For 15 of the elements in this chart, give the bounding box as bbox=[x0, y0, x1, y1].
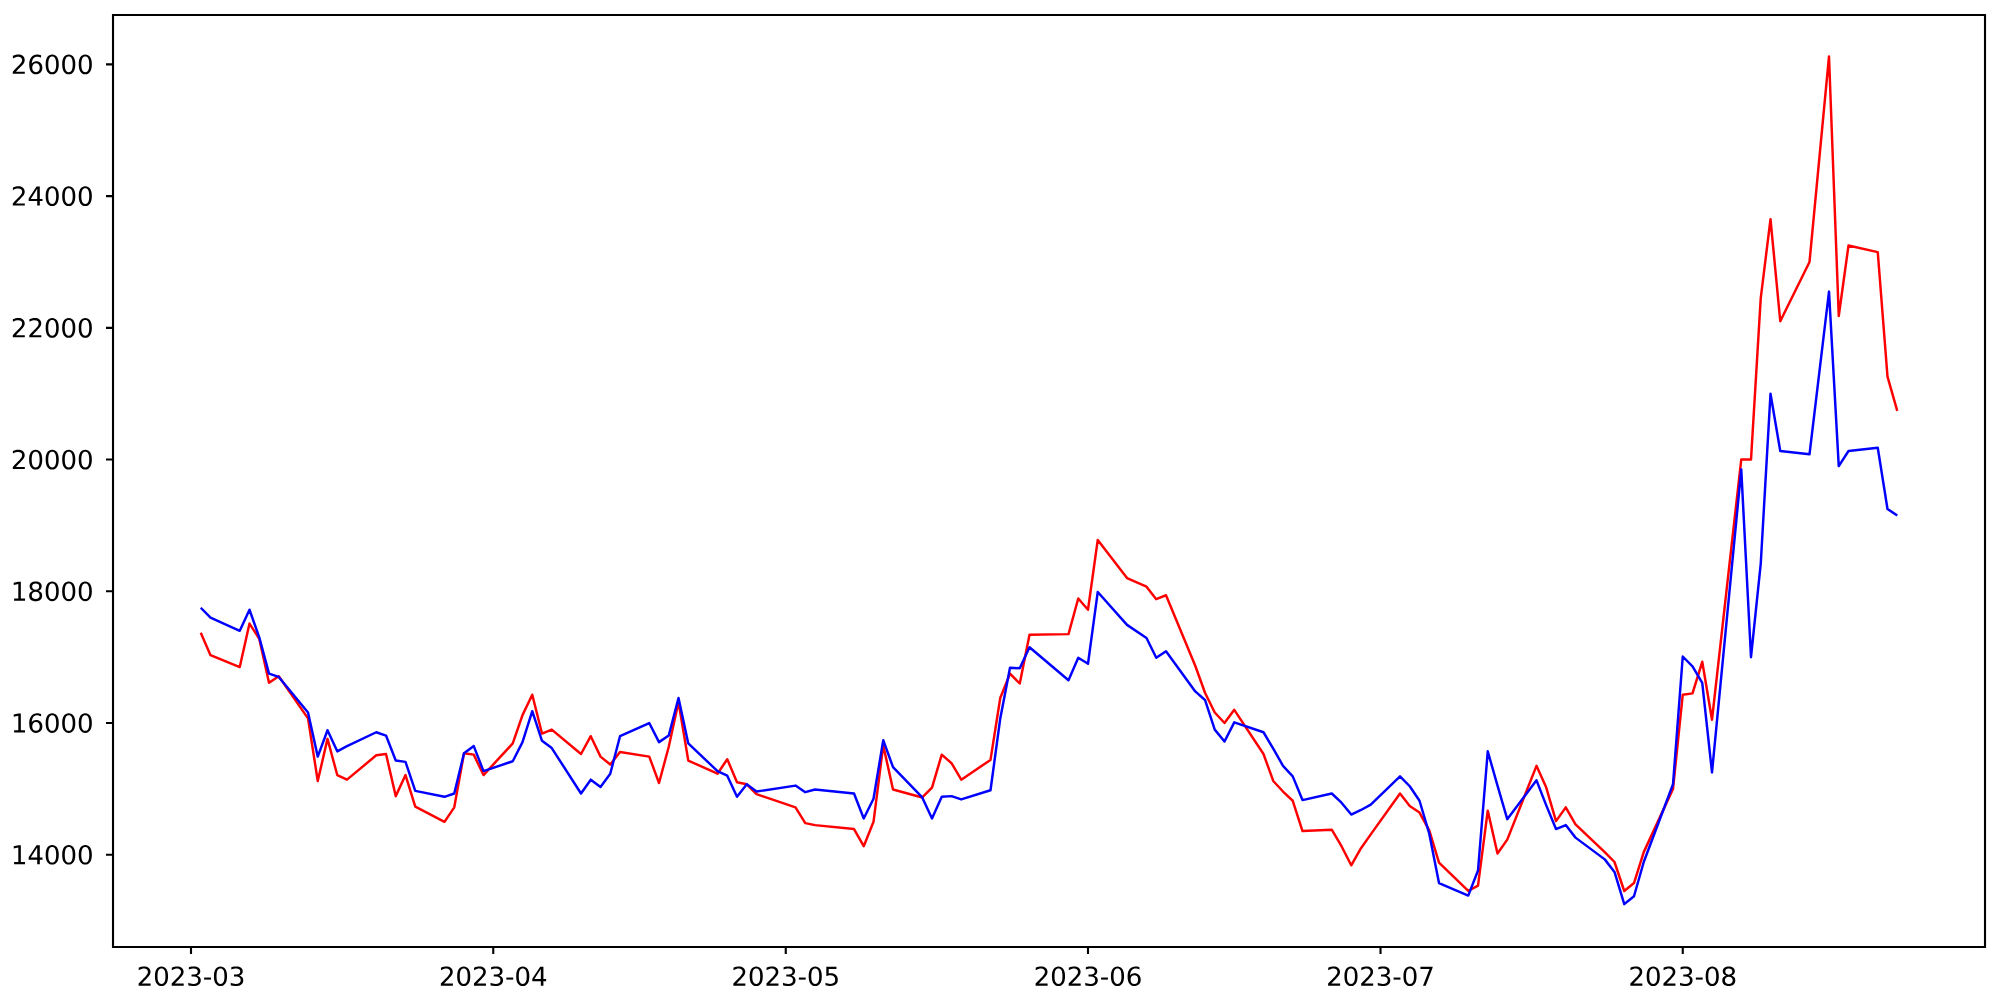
y-tick-label: 18000 bbox=[13, 581, 92, 602]
x-tick-label: 2023-08 bbox=[1630, 966, 1736, 987]
y-tick-label: 26000 bbox=[12, 54, 92, 75]
y-tick-label: 16000 bbox=[13, 713, 92, 733]
x-tick-label: 2023-07 bbox=[1328, 966, 1433, 987]
x-tick-label: 2023-04 bbox=[440, 966, 547, 987]
line-series bbox=[199, 290, 1899, 906]
y-tick-label: 14000 bbox=[13, 844, 92, 865]
y-tick-label: 22000 bbox=[12, 318, 92, 338]
y-tick-label: 20000 bbox=[12, 449, 92, 470]
x-tick-label: 2023-05 bbox=[733, 966, 838, 987]
x-tick-label: 2023-06 bbox=[1035, 966, 1141, 987]
line-series bbox=[199, 55, 1899, 893]
y-tick-label: 24000 bbox=[12, 186, 92, 206]
x-tick-label: 2023-03 bbox=[138, 966, 244, 987]
